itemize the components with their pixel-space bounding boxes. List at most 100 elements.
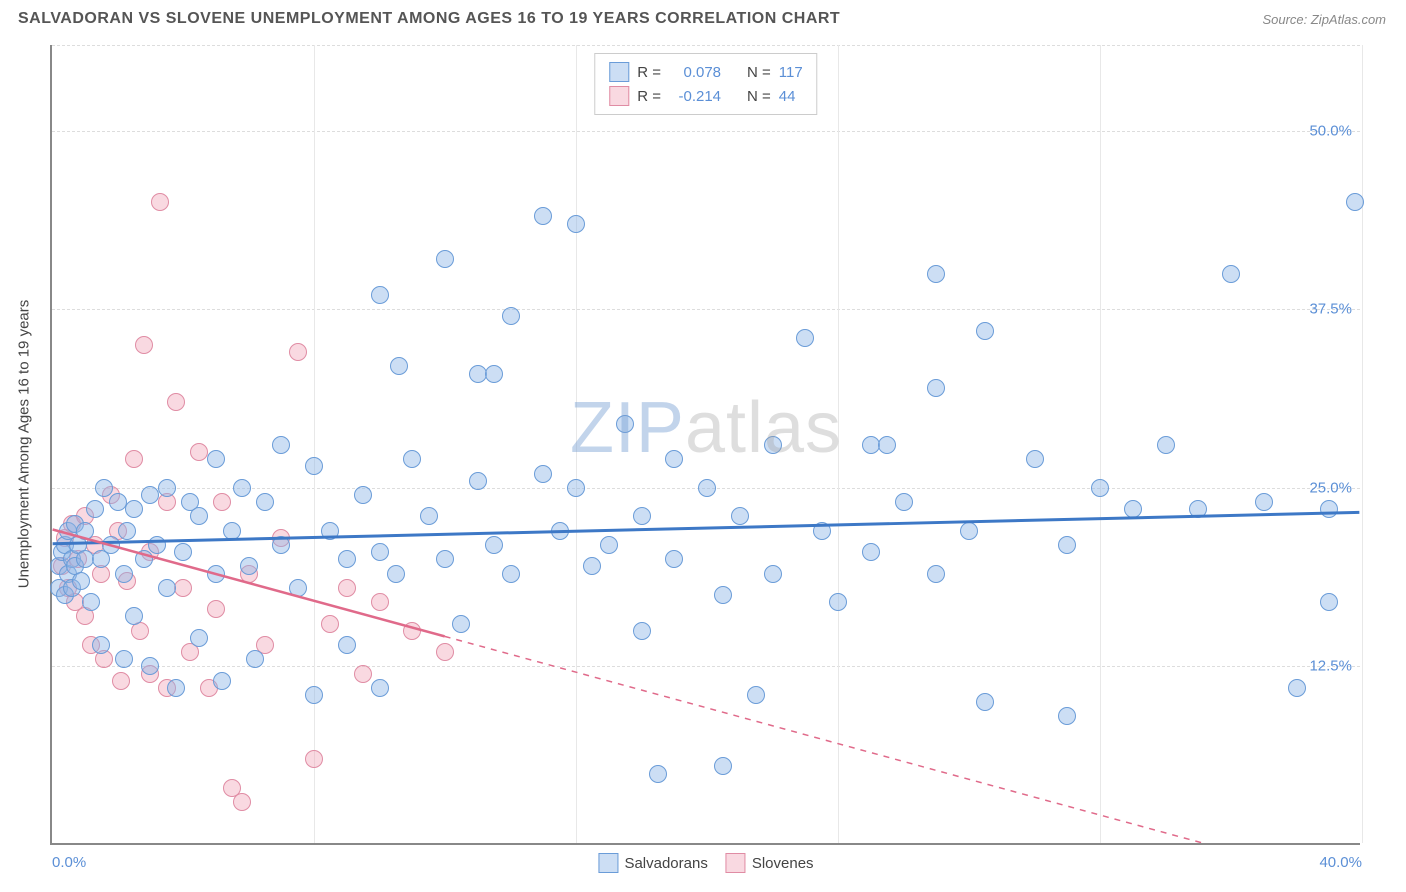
data-point-salvadorans bbox=[167, 679, 185, 697]
data-point-slovenes bbox=[338, 579, 356, 597]
data-point-salvadorans bbox=[829, 593, 847, 611]
data-point-slovenes bbox=[305, 750, 323, 768]
data-point-salvadorans bbox=[207, 450, 225, 468]
chart-container: Unemployment Among Ages 16 to 19 years Z… bbox=[50, 45, 1360, 845]
data-point-salvadorans bbox=[1026, 450, 1044, 468]
data-point-salvadorans bbox=[436, 550, 454, 568]
legend-n-value: 117 bbox=[779, 64, 803, 81]
data-point-salvadorans bbox=[976, 693, 994, 711]
chart-title: SALVADORAN VS SLOVENE UNEMPLOYMENT AMONG… bbox=[18, 10, 840, 28]
gridline-h bbox=[52, 45, 1360, 46]
data-point-salvadorans bbox=[633, 507, 651, 525]
legend-correlation: R = 0.078 N = 117 R = -0.214 N = 44 bbox=[594, 53, 817, 115]
legend-swatch-salvadorans bbox=[609, 62, 629, 82]
data-point-slovenes bbox=[190, 443, 208, 461]
data-point-salvadorans bbox=[583, 557, 601, 575]
data-point-salvadorans bbox=[469, 472, 487, 490]
data-point-salvadorans bbox=[371, 679, 389, 697]
data-point-salvadorans bbox=[502, 565, 520, 583]
plot-area: Unemployment Among Ages 16 to 19 years Z… bbox=[50, 45, 1360, 845]
chart-header: SALVADORAN VS SLOVENE UNEMPLOYMENT AMONG… bbox=[0, 0, 1406, 36]
data-point-salvadorans bbox=[862, 436, 880, 454]
y-tick-label: 12.5% bbox=[1309, 658, 1352, 675]
data-point-salvadorans bbox=[125, 607, 143, 625]
gridline-v bbox=[314, 45, 315, 843]
y-tick-label: 50.0% bbox=[1309, 122, 1352, 139]
data-point-salvadorans bbox=[158, 479, 176, 497]
gridline-v bbox=[576, 45, 577, 843]
data-point-salvadorans bbox=[469, 365, 487, 383]
data-point-salvadorans bbox=[714, 586, 732, 604]
data-point-slovenes bbox=[174, 579, 192, 597]
gridline-v bbox=[1100, 45, 1101, 843]
chart-source: Source: ZipAtlas.com bbox=[1262, 12, 1386, 27]
data-point-salvadorans bbox=[115, 650, 133, 668]
x-tick-label: 0.0% bbox=[52, 854, 86, 871]
data-point-salvadorans bbox=[1091, 479, 1109, 497]
legend-swatch-salvadorans bbox=[598, 853, 618, 873]
data-point-salvadorans bbox=[731, 507, 749, 525]
data-point-slovenes bbox=[151, 193, 169, 211]
data-point-salvadorans bbox=[502, 307, 520, 325]
legend-r-value: -0.214 bbox=[669, 88, 721, 105]
data-point-slovenes bbox=[135, 336, 153, 354]
data-point-salvadorans bbox=[246, 650, 264, 668]
data-point-slovenes bbox=[436, 643, 454, 661]
data-point-salvadorans bbox=[354, 486, 372, 504]
data-point-salvadorans bbox=[649, 765, 667, 783]
y-tick-label: 37.5% bbox=[1309, 301, 1352, 318]
legend-n-label: N = bbox=[747, 64, 771, 81]
y-axis-label: Unemployment Among Ages 16 to 19 years bbox=[16, 300, 33, 589]
legend-n-label: N = bbox=[747, 88, 771, 105]
data-point-salvadorans bbox=[135, 550, 153, 568]
data-point-salvadorans bbox=[76, 522, 94, 540]
data-point-salvadorans bbox=[72, 572, 90, 590]
watermark: ZIPatlas bbox=[570, 387, 842, 469]
data-point-salvadorans bbox=[1255, 493, 1273, 511]
data-point-salvadorans bbox=[272, 536, 290, 554]
data-point-salvadorans bbox=[82, 593, 100, 611]
data-point-salvadorans bbox=[371, 543, 389, 561]
data-point-salvadorans bbox=[141, 486, 159, 504]
data-point-salvadorans bbox=[207, 565, 225, 583]
data-point-salvadorans bbox=[213, 672, 231, 690]
data-point-salvadorans bbox=[764, 436, 782, 454]
data-point-salvadorans bbox=[76, 550, 94, 568]
data-point-salvadorans bbox=[387, 565, 405, 583]
data-point-salvadorans bbox=[665, 450, 683, 468]
data-point-salvadorans bbox=[115, 565, 133, 583]
data-point-salvadorans bbox=[895, 493, 913, 511]
data-point-slovenes bbox=[125, 450, 143, 468]
data-point-salvadorans bbox=[158, 579, 176, 597]
data-point-salvadorans bbox=[148, 536, 166, 554]
data-point-slovenes bbox=[354, 665, 372, 683]
data-point-salvadorans bbox=[698, 479, 716, 497]
data-point-slovenes bbox=[289, 343, 307, 361]
gridline-h bbox=[52, 309, 1360, 310]
data-point-slovenes bbox=[213, 493, 231, 511]
data-point-salvadorans bbox=[747, 686, 765, 704]
data-point-salvadorans bbox=[95, 479, 113, 497]
data-point-salvadorans bbox=[420, 507, 438, 525]
legend-item-salvadorans: Salvadorans bbox=[598, 853, 707, 873]
data-point-salvadorans bbox=[190, 629, 208, 647]
data-point-salvadorans bbox=[927, 379, 945, 397]
data-point-salvadorans bbox=[1124, 500, 1142, 518]
gridline-v bbox=[838, 45, 839, 843]
legend-label: Salvadorans bbox=[624, 855, 707, 872]
legend-swatch-slovenes bbox=[609, 86, 629, 106]
legend-row-slovenes: R = -0.214 N = 44 bbox=[609, 84, 802, 108]
data-point-slovenes bbox=[321, 615, 339, 633]
data-point-salvadorans bbox=[534, 207, 552, 225]
data-point-salvadorans bbox=[485, 536, 503, 554]
data-point-salvadorans bbox=[927, 565, 945, 583]
legend-r-label: R = bbox=[637, 88, 661, 105]
y-tick-label: 25.0% bbox=[1309, 479, 1352, 496]
data-point-salvadorans bbox=[452, 615, 470, 633]
data-point-salvadorans bbox=[118, 522, 136, 540]
data-point-slovenes bbox=[371, 593, 389, 611]
data-point-salvadorans bbox=[338, 550, 356, 568]
data-point-salvadorans bbox=[567, 479, 585, 497]
data-point-salvadorans bbox=[240, 557, 258, 575]
data-point-salvadorans bbox=[633, 622, 651, 640]
